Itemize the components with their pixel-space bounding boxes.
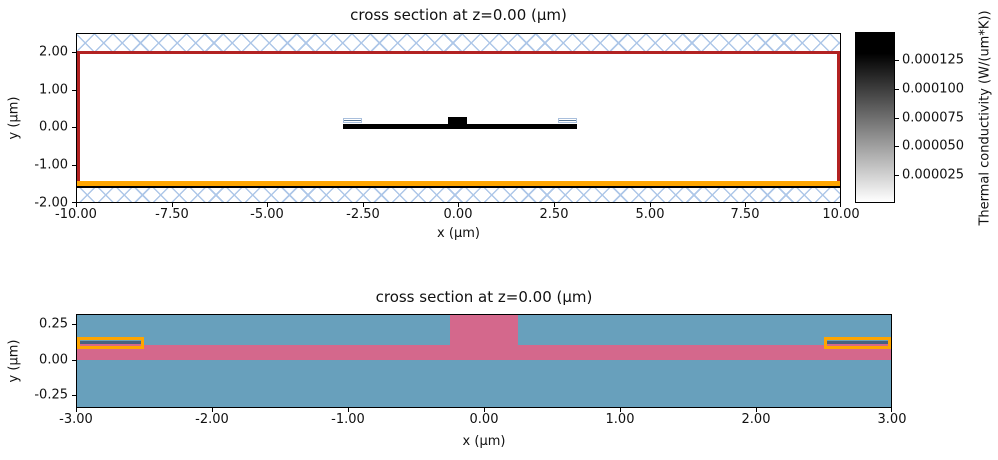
- x-tick-label: 10.00: [822, 207, 860, 222]
- x-tick-label: -3.00: [59, 412, 93, 427]
- colorbar-tick-label: 0.000050: [902, 138, 965, 154]
- x-tick-label: -10.00: [55, 207, 97, 222]
- y-tick-label: 0.00: [39, 119, 68, 135]
- tick-mark: [895, 60, 899, 61]
- silicon-ridge-region: [448, 117, 467, 129]
- tick-mark: [895, 146, 899, 147]
- tick-mark: [484, 408, 485, 412]
- domain-outline-top-edge: [77, 51, 840, 54]
- x-tick-label: 0.00: [443, 207, 473, 222]
- y-tick-label: 1.00: [39, 82, 68, 98]
- substrate-boundary-line: [77, 186, 840, 188]
- tick-mark: [172, 203, 173, 207]
- left-heater-core: [80, 341, 141, 344]
- y-tick-label: -1.00: [34, 157, 68, 173]
- top-plot-title: cross section at z=0.00 (μm): [350, 6, 567, 24]
- x-tick-label: 3.00: [877, 412, 907, 427]
- tick-mark: [76, 408, 77, 412]
- tick-mark: [895, 175, 899, 176]
- tick-mark: [650, 203, 651, 207]
- tick-mark: [363, 203, 364, 207]
- x-tick-label: -2.00: [195, 412, 229, 427]
- y-tick-label: 2.00: [39, 44, 68, 60]
- top-cladding-hatch-region: [77, 34, 840, 52]
- right-heater-core: [559, 120, 576, 121]
- x-tick-label: -5.00: [250, 207, 284, 222]
- top-plot-area: [76, 33, 841, 203]
- tick-mark: [72, 395, 76, 396]
- x-tick-label: -7.50: [155, 207, 189, 222]
- tick-mark: [72, 360, 76, 361]
- bottom-metal-overlay-bar: [77, 181, 840, 186]
- tick-mark: [212, 408, 213, 412]
- top-x-axis-label: x (μm): [437, 226, 480, 241]
- y-tick-label: -2.00: [34, 195, 68, 211]
- x-tick-label: 5.00: [635, 207, 665, 222]
- colorbar: [855, 32, 895, 203]
- tick-mark: [267, 203, 268, 207]
- silicon-ridge-region: [450, 315, 518, 360]
- y-tick-label: 0.00: [39, 352, 68, 368]
- tick-mark: [72, 324, 76, 325]
- top-y-axis-label: y (μm): [6, 96, 22, 140]
- left-heater-box: [77, 337, 144, 349]
- colorbar-tick-label: 0.000100: [902, 81, 965, 97]
- tick-mark: [745, 203, 746, 207]
- x-tick-label: 2.50: [539, 207, 569, 222]
- tick-mark: [72, 202, 76, 203]
- tick-mark: [895, 118, 899, 119]
- tick-mark: [554, 203, 555, 207]
- right-heater-core: [827, 341, 888, 344]
- y-tick-label: -0.25: [34, 387, 68, 403]
- bottom-substrate-hatch-region: [77, 188, 840, 202]
- tick-mark: [72, 165, 76, 166]
- domain-outline-right-edge: [837, 53, 840, 183]
- bottom-plot-title: cross section at z=0.00 (μm): [375, 288, 593, 306]
- colorbar-axis-label: Thermal conductivity (W/(um*K)): [977, 10, 993, 226]
- x-tick-label: -1.00: [331, 412, 365, 427]
- right-heater-box: [824, 337, 891, 349]
- tick-mark: [458, 203, 459, 207]
- tick-mark: [72, 52, 76, 53]
- x-tick-label: 0.00: [469, 412, 499, 427]
- bottom-plot-area: [76, 314, 892, 408]
- domain-outline-left-edge: [77, 53, 80, 183]
- left-heater-core: [344, 120, 361, 121]
- tick-mark: [895, 89, 899, 90]
- tick-mark: [72, 127, 76, 128]
- colorbar-tick-label: 0.000075: [902, 110, 965, 126]
- left-heater-box: [343, 118, 362, 123]
- tick-mark: [620, 408, 621, 412]
- tick-mark: [840, 203, 841, 207]
- bottom-y-axis-label: y (μm): [6, 339, 22, 383]
- tick-mark: [76, 203, 77, 207]
- x-tick-label: -2.50: [346, 207, 380, 222]
- colorbar-tick-label: 0.000025: [902, 167, 965, 183]
- colorbar-tick-label: 0.000125: [902, 52, 965, 68]
- tick-mark: [72, 90, 76, 91]
- right-heater-box: [558, 118, 577, 123]
- tick-mark: [891, 408, 892, 412]
- x-tick-label: 2.00: [741, 412, 771, 427]
- y-tick-label: 0.25: [39, 316, 68, 332]
- bottom-x-axis-label: x (μm): [462, 434, 506, 449]
- x-tick-label: 7.50: [730, 207, 760, 222]
- x-tick-label: 1.00: [605, 412, 635, 427]
- tick-mark: [348, 408, 349, 412]
- tick-mark: [756, 408, 757, 412]
